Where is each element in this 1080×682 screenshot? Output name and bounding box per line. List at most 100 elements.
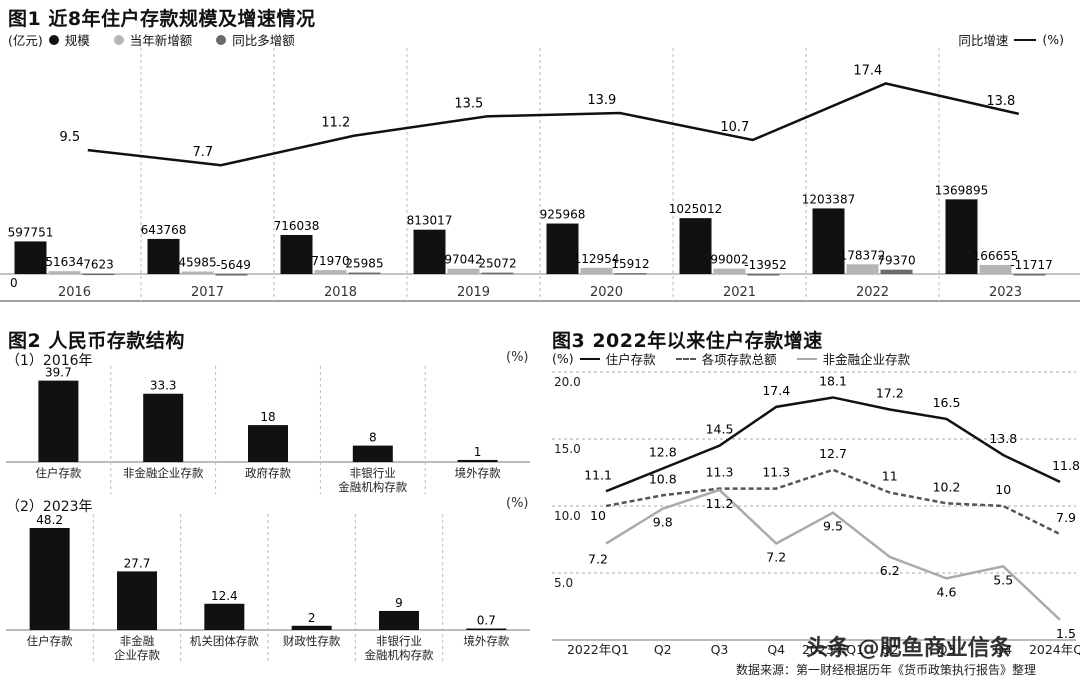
fig3-legend-label-total: 各项存款总额 <box>701 352 777 367</box>
fig3-point-label: 6.2 <box>880 563 900 578</box>
fig2-bar <box>457 459 498 462</box>
fig2-category-label: 非金融 <box>120 634 155 648</box>
fig1-bar-value-label: 25985 <box>345 257 383 271</box>
fig3-point-label: 11.1 <box>584 467 612 482</box>
fig1-bar-value-label: 99002 <box>710 253 748 267</box>
fig1-bar <box>945 199 978 274</box>
fig1-unit-label: (亿元) <box>8 33 43 48</box>
watermark-text: 头条 @肥鱼商业信条 <box>806 636 1012 661</box>
fig3-xtick-label: Q3 <box>938 642 956 657</box>
fig3-point-label: 9.8 <box>653 515 673 530</box>
right-legend-unit: (%) <box>1042 32 1064 47</box>
right-legend-label: 同比增速 <box>958 33 1009 48</box>
fig2-bar-value-label: 0.7 <box>477 614 496 628</box>
fig1-category-label: 2019 <box>457 285 490 300</box>
fig2-bar <box>143 393 184 462</box>
fig1-bar <box>614 273 647 275</box>
fig1-bar <box>679 218 712 274</box>
fig3-ytick-label: 10.0 <box>554 509 581 523</box>
fig1-bar <box>481 272 514 275</box>
fig3-point-label: 14.5 <box>706 422 734 437</box>
legend-dot-scale <box>48 34 59 45</box>
fig2-bar-value-label: 12.4 <box>211 589 238 603</box>
fig1-bar <box>48 271 81 274</box>
fig2-category-label: 非银行业 <box>350 466 396 480</box>
fig3-point-label: 5.5 <box>993 572 1013 587</box>
fig1-bar <box>280 234 313 274</box>
fig3-point-label: 7.2 <box>766 550 786 565</box>
fig3-point-label: 11.2 <box>706 496 734 511</box>
fig3-point-label: 17.2 <box>876 386 904 401</box>
fig2-category-label: 政府存款 <box>245 466 291 480</box>
fig3-point-label: 18.1 <box>819 373 847 388</box>
fig1-bar <box>880 269 913 274</box>
fig3-legend-label-corp: 非金融企业存款 <box>822 352 911 367</box>
fig1-category-label: 2022 <box>856 285 889 300</box>
fig3-point-label: 9.5 <box>823 519 843 534</box>
fig1-growth-label: 13.9 <box>587 93 616 108</box>
fig1-bar-value-label: 716038 <box>274 219 320 233</box>
fig3-xtick-label: Q2 <box>881 642 899 657</box>
fig1-legend: (亿元) 规模 当年新增额 同比多增额 <box>8 30 295 49</box>
fig2-subtitle-2016: （1）2016年 <box>6 353 93 369</box>
fig3-point-label: 10.8 <box>649 471 677 486</box>
fig1-category-label: 2023 <box>989 285 1022 300</box>
fig2-bar <box>117 571 157 630</box>
legend-label-new: 当年新增额 <box>129 33 193 48</box>
fig1-bar-value-label: 97042 <box>444 253 482 267</box>
fig3-point-label: 13.8 <box>989 431 1017 446</box>
fig1-bar <box>14 241 47 274</box>
right-legend-line <box>1014 38 1037 41</box>
fig2-unit-2023: (%) <box>506 496 529 511</box>
fig1-bar <box>147 238 180 274</box>
fig2-bar-value-label: 33.3 <box>150 379 177 393</box>
fig1-bar-value-label: 51634 <box>45 255 83 269</box>
fig1-bar <box>812 208 845 274</box>
fig2-category-label: 非金融企业存款 <box>123 466 204 480</box>
fig1-bar-value-label: 1369895 <box>935 183 988 197</box>
fig1-bar-value-label: 1025012 <box>669 202 722 216</box>
fig2-bar <box>379 610 419 630</box>
fig1-category-label: 2016 <box>58 285 91 300</box>
fig1-growth-line <box>87 82 1020 167</box>
fig2-category-label: 金融机构存款 <box>365 648 434 662</box>
fig3-legend-line-corp <box>796 357 817 360</box>
fig2-bar-value-label: 1 <box>474 445 482 459</box>
fig1-bar-value-label: 1203387 <box>802 192 855 206</box>
fig3-point-label: 17.4 <box>762 383 790 398</box>
fig3-point-label: 4.6 <box>937 584 957 599</box>
fig1-bar-value-label: 166655 <box>973 249 1019 263</box>
fig1-bar <box>846 264 879 274</box>
fig1-growth-label: 10.7 <box>720 120 749 135</box>
fig1-bar <box>747 274 780 276</box>
fig2-category-label: 企业存款 <box>114 648 160 662</box>
fig3-point-label: 11.8 <box>1052 458 1080 473</box>
fig2-bar-value-label: 18 <box>260 410 275 424</box>
fig1-bar <box>82 273 115 276</box>
fig3-legend-line-total <box>675 357 696 360</box>
fig3-xtick-label: Q2 <box>654 642 672 657</box>
fig1-bar <box>181 271 214 274</box>
fig1-bar <box>580 267 613 274</box>
fig3-ytick-label: 20.0 <box>554 375 581 389</box>
fig3-xtick-label: 2023年Q1 <box>802 642 864 657</box>
fig2-category-label: 境外存款 <box>463 634 509 648</box>
fig1-bar <box>713 268 746 274</box>
fig3-point-label: 10 <box>995 482 1011 497</box>
fig3-point-label: 11.3 <box>706 465 734 480</box>
fig1-title: 图1 近8年住户存款规模及增速情况 <box>8 8 316 30</box>
fig2-chart-2023: 48.2 住户存款 27.7 非金融企业存款 12.4 机关团体存款 2 财政性存款 9 非银行业… <box>6 513 530 662</box>
fig1-bar-value-label: -13952 <box>744 258 787 272</box>
fig3-title: 图3 2022年以来住户存款增速 <box>552 330 823 352</box>
fig3-unit: (%) <box>552 351 574 366</box>
fig2-category-label: 机关团体存款 <box>190 634 259 648</box>
legend-label-extra: 同比多增额 <box>232 33 295 48</box>
fig2-category-label: 住户存款 <box>27 634 73 648</box>
fig3-series-line <box>605 488 1061 621</box>
fig2-category-label: 金融机构存款 <box>338 480 407 494</box>
fig1-bar <box>1013 274 1046 276</box>
legend-dot-extra <box>216 34 227 45</box>
fig1-growth-label: 17.4 <box>853 63 882 78</box>
fig3-ytick-label: 5.0 <box>554 576 573 590</box>
fig1-bar <box>215 274 248 276</box>
